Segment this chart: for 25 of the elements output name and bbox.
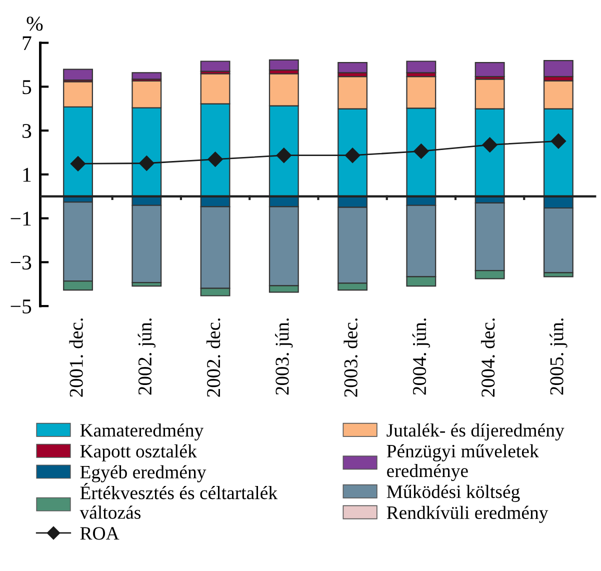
y-tick-label: −5 xyxy=(10,300,32,314)
y-tick-label: −3 xyxy=(10,256,32,270)
x-tick-label: 2004. jún. xyxy=(412,318,430,395)
x-tick-label: 2002. dec. xyxy=(206,318,220,397)
legend-label: Egyéb eredmény xyxy=(80,465,206,482)
y-tick-label: 1 xyxy=(23,168,31,182)
legend-label: ROA xyxy=(80,527,120,540)
legend-label: Értékvesztés és céltartalék változás xyxy=(80,483,278,519)
x-tick-label: 2003. jún. xyxy=(275,318,293,395)
y-tick-label: 3 xyxy=(22,124,32,138)
x-tick-label: 2001. dec. xyxy=(69,318,83,397)
x-tick-label: 2004. dec. xyxy=(480,318,495,397)
legend-label: Kapott osztalék xyxy=(80,444,197,462)
legend-label: Pénzügyi műveletek eredménye xyxy=(386,444,539,482)
y-tick-label: −1 xyxy=(10,212,31,226)
y-axis-title: % xyxy=(26,16,43,31)
x-tick-label: 2005. jún. xyxy=(550,318,568,395)
legend-label: Rendkívüli eredmény xyxy=(386,506,548,523)
x-tick-label: 2003. dec. xyxy=(344,318,358,397)
y-tick-label: 5 xyxy=(22,80,32,94)
y-tick-label: 7 xyxy=(22,36,32,50)
legend-label: Jutalék- és díjeredmény xyxy=(386,423,564,441)
legend-label: Működési költség xyxy=(386,484,520,502)
x-tick-label: 2002. jún. xyxy=(138,318,156,395)
legend-label: Kamateredmény xyxy=(80,423,204,441)
